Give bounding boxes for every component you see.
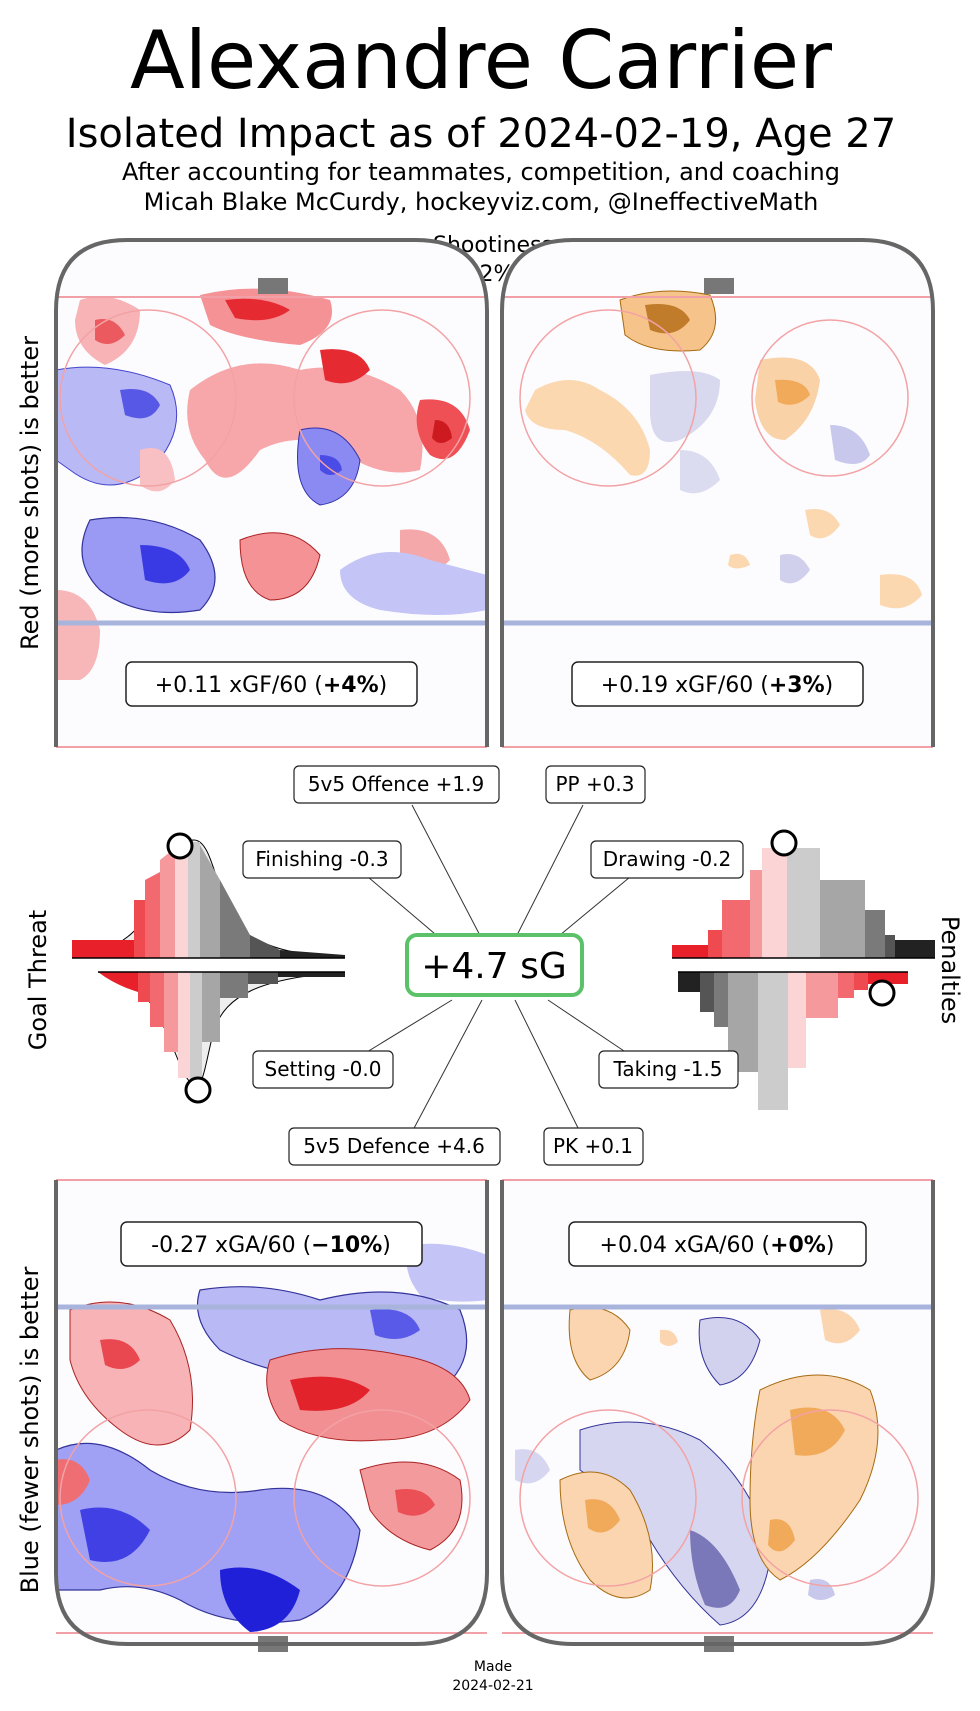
component-finishing: Finishing -0.3 xyxy=(242,840,402,879)
offence-5v5-pct: +4% xyxy=(323,673,379,698)
defence-5v5-annotation: -0.27 xGA/60 (−10%) xyxy=(120,1221,423,1267)
component-taking-label: Taking -1.5 xyxy=(612,1057,722,1081)
penalty-kill-annotation: +0.04 xGA/60 (+0%) xyxy=(568,1221,867,1267)
goal-threat-label: Goal Threat xyxy=(24,910,52,1050)
component-drawing: Drawing -0.2 xyxy=(590,840,744,879)
power-play-annotation: +0.19 xGF/60 (+3%) xyxy=(571,661,864,707)
page-title: Alexandre Carrier xyxy=(130,14,832,107)
component-drawing-label: Drawing -0.2 xyxy=(603,847,732,871)
subtitle-line-2: Micah Blake McCurdy, hockeyviz.com, @Ine… xyxy=(144,188,819,216)
component-5v5-defence-label: 5v5 Defence +4.6 xyxy=(303,1134,485,1158)
svg-text:+0.19 xGF/60 (+3%): +0.19 xGF/60 (+3%) xyxy=(601,673,834,698)
goal-threat-distribution xyxy=(71,832,346,1104)
component-5v5-offence-label: 5v5 Offence +1.9 xyxy=(308,772,484,796)
svg-text:+0.04 xGA/60 (+0%): +0.04 xGA/60 (+0%) xyxy=(600,1233,835,1258)
bottom-left-side-label: Blue (fewer shots) is better xyxy=(16,1266,44,1593)
penalty-kill-pct: +0% xyxy=(770,1233,826,1258)
power-play-heatmap xyxy=(500,238,935,748)
page-subtitle: Isolated Impact as of 2024-02-19, Age 27 xyxy=(66,111,896,157)
made-date: 2024-02-21 xyxy=(452,1678,533,1694)
subtitle-line-1: After accounting for teammates, competit… xyxy=(122,158,840,186)
offence-5v5-value: +0.11 xGF/60 xyxy=(155,673,308,698)
offence-5v5-annotation: +0.11 xGF/60 (+4%) xyxy=(125,661,418,707)
power-play-value: +0.19 xGF/60 xyxy=(601,673,754,698)
penalties-distribution xyxy=(672,829,935,1110)
component-pp-label: PP +0.3 xyxy=(555,772,634,796)
made-label: Made xyxy=(474,1659,512,1675)
offence-5v5-heatmap xyxy=(54,238,489,748)
power-play-pct: +3% xyxy=(769,673,825,698)
component-setting: Setting -0.0 xyxy=(252,1050,394,1089)
top-left-side-label: Red (more shots) is better xyxy=(16,336,44,650)
defence-5v5-heatmap xyxy=(54,1179,489,1652)
component-finishing-label: Finishing -0.3 xyxy=(255,847,388,871)
component-pk: PK +0.1 xyxy=(543,1127,644,1166)
component-taking: Taking -1.5 xyxy=(598,1050,739,1089)
penalty-kill-value: +0.04 xGA/60 xyxy=(600,1233,755,1258)
component-5v5-defence: 5v5 Defence +4.6 xyxy=(288,1127,501,1166)
svg-text:-0.27 xGA/60 (−10%): -0.27 xGA/60 (−10%) xyxy=(151,1233,391,1258)
defence-5v5-value: -0.27 xGA/60 xyxy=(151,1233,295,1258)
total-impact-value: +4.7 sG xyxy=(421,946,567,987)
defence-5v5-pct: −10% xyxy=(311,1233,382,1258)
component-5v5-offence: 5v5 Offence +1.9 xyxy=(293,765,500,804)
component-setting-label: Setting -0.0 xyxy=(265,1057,382,1081)
component-pp: PP +0.3 xyxy=(545,765,646,804)
penalty-kill-heatmap xyxy=(500,1179,935,1652)
component-pk-label: PK +0.1 xyxy=(553,1134,633,1158)
total-impact-box: +4.7 sG xyxy=(405,933,584,997)
svg-text:+0.11 xGF/60 (+4%): +0.11 xGF/60 (+4%) xyxy=(155,673,388,698)
penalties-label: Penalties xyxy=(936,916,964,1024)
